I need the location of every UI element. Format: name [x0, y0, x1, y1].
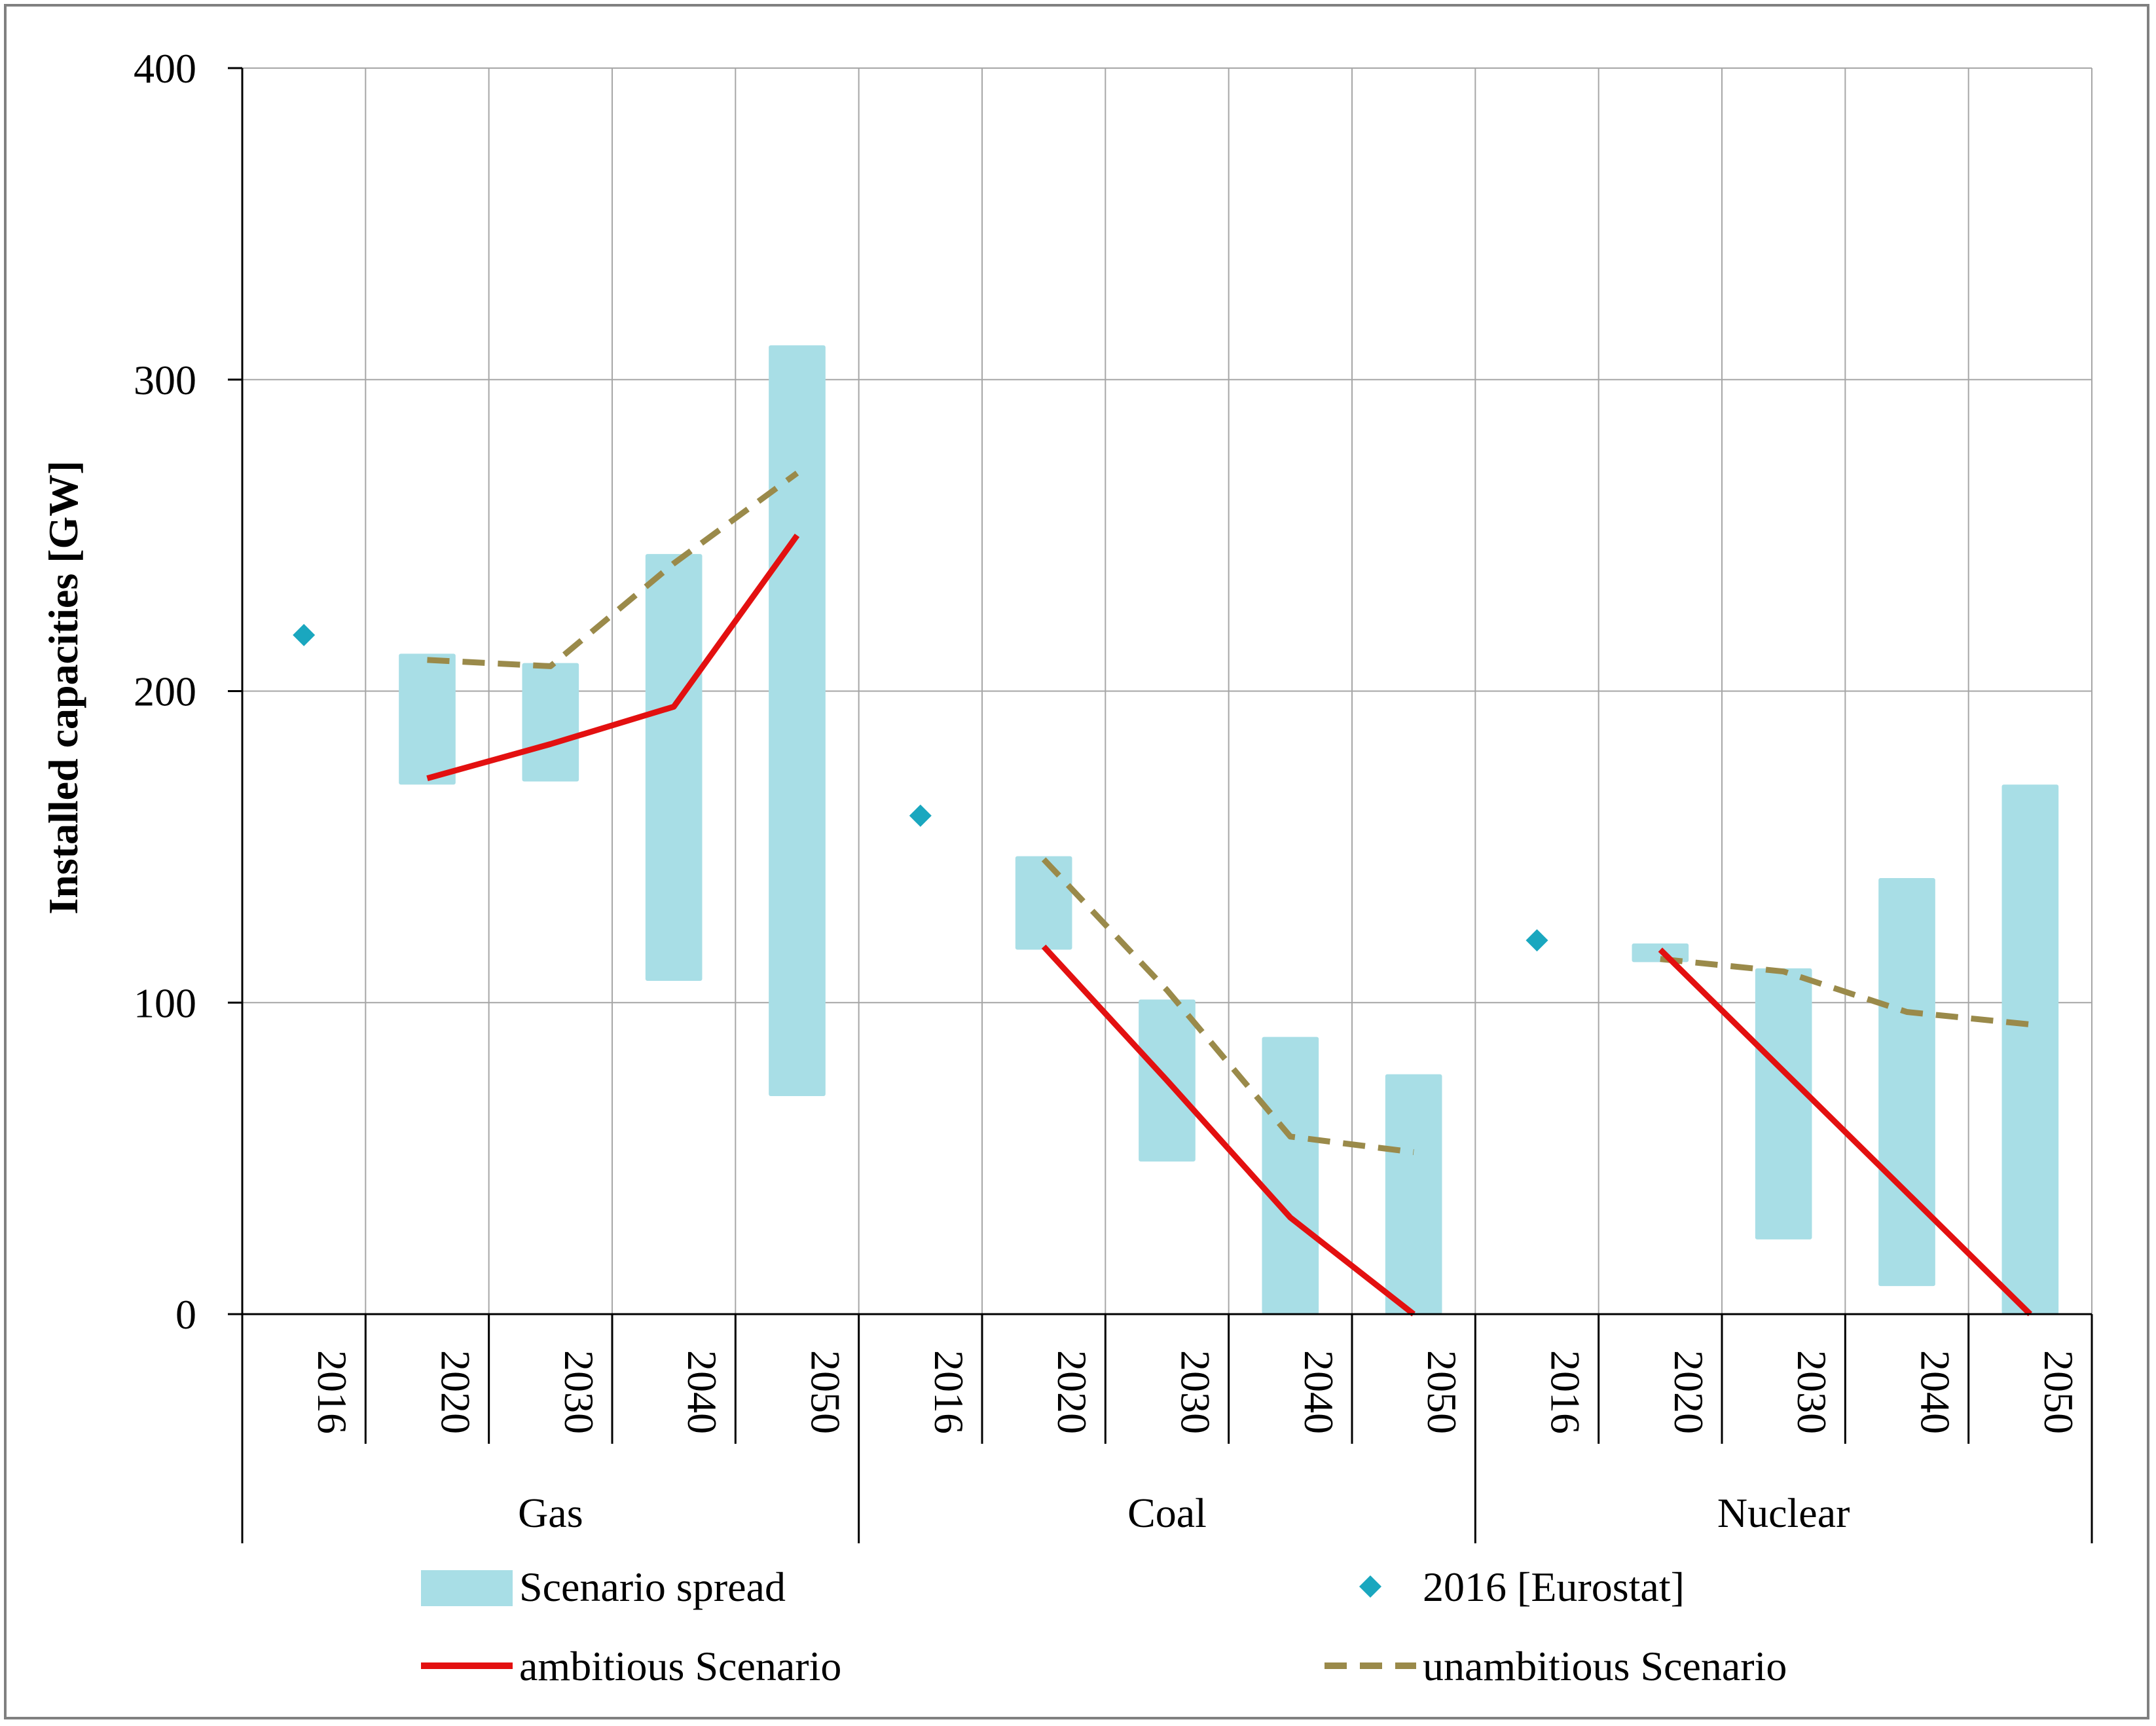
- legend: Scenario spread 2016 [Eurostat] ambitiou…: [421, 1564, 1787, 1689]
- tick-layer: 0 100 200 300 400 2016 2020 2030 2040 2050 Gas 2016…: [134, 45, 2082, 1536]
- y-tick-label: 100: [134, 980, 196, 1026]
- unambitious-line: [1660, 956, 2031, 1028]
- y-tick-label: 0: [175, 1291, 196, 1338]
- x-group-label: Nuclear: [1717, 1490, 1850, 1536]
- marker-layer: [293, 623, 1548, 952]
- spread-bar: [399, 653, 456, 785]
- x-tick-label-year: 2020: [1666, 1350, 1712, 1434]
- y-tick-label: 200: [134, 669, 196, 715]
- x-tick-label-year: 2050: [2036, 1350, 2082, 1434]
- spread-bar: [2001, 784, 2059, 1314]
- line-layer: [426, 470, 2032, 1317]
- x-tick-label-year: 2040: [679, 1350, 725, 1434]
- legend-label-unambitious: unambitious Scenario: [1423, 1643, 1787, 1689]
- x-tick-label-year: 2040: [1296, 1350, 1342, 1434]
- spread-bar: [1015, 856, 1072, 950]
- spread-bar: [1385, 1074, 1442, 1314]
- y-axis-label: Installed capacities [GW]: [40, 460, 86, 914]
- x-tick-label-year: 2030: [556, 1350, 602, 1434]
- x-group-label: Coal: [1127, 1490, 1207, 1536]
- unambitious-line: [427, 470, 799, 669]
- grid-layer: [242, 67, 2092, 1314]
- legend-marker-eurostat: [1359, 1575, 1381, 1598]
- eurostat-marker: [293, 623, 316, 646]
- eurostat-marker: [909, 804, 932, 827]
- legend-label-eurostat: 2016 [Eurostat]: [1423, 1564, 1685, 1610]
- x-tick-label-year: 2020: [433, 1350, 479, 1434]
- ambitious-line: [426, 533, 800, 782]
- x-group-label: Gas: [518, 1490, 583, 1536]
- legend-label-spread: Scenario spread: [519, 1564, 786, 1610]
- spread-bar: [1755, 968, 1812, 1239]
- y-tick-label: 400: [134, 45, 196, 92]
- spread-bar: [769, 345, 826, 1096]
- x-tick-label-year: 2016: [926, 1350, 972, 1434]
- x-tick-label-year: 2016: [1543, 1350, 1589, 1434]
- unambitious-line: [1041, 857, 1414, 1156]
- spread-bar: [522, 663, 579, 782]
- x-tick-label-year: 2030: [1173, 1350, 1219, 1434]
- ambitious-line: [1041, 944, 1416, 1317]
- chart-frame: [4, 4, 2149, 1719]
- spread-bar: [645, 554, 703, 981]
- x-tick-label-year: 2040: [1912, 1350, 1959, 1434]
- spread-bar: [1878, 877, 1935, 1287]
- x-tick-label-year: 2050: [1419, 1350, 1465, 1434]
- x-tick-label-year: 2020: [1049, 1350, 1095, 1434]
- eurostat-marker: [1526, 929, 1548, 952]
- legend-label-ambitious: ambitious Scenario: [519, 1643, 841, 1689]
- y-tick-label: 300: [134, 357, 196, 403]
- x-tick-label-year: 2030: [1789, 1350, 1835, 1434]
- x-tick-label-year: 2050: [803, 1350, 849, 1434]
- legend-swatch-spread: [421, 1570, 513, 1606]
- ambitious-line: [1658, 947, 2032, 1317]
- axis-layer: [228, 67, 2093, 1543]
- spread-bar: [1262, 1037, 1319, 1314]
- x-tick-label-year: 2016: [309, 1350, 356, 1434]
